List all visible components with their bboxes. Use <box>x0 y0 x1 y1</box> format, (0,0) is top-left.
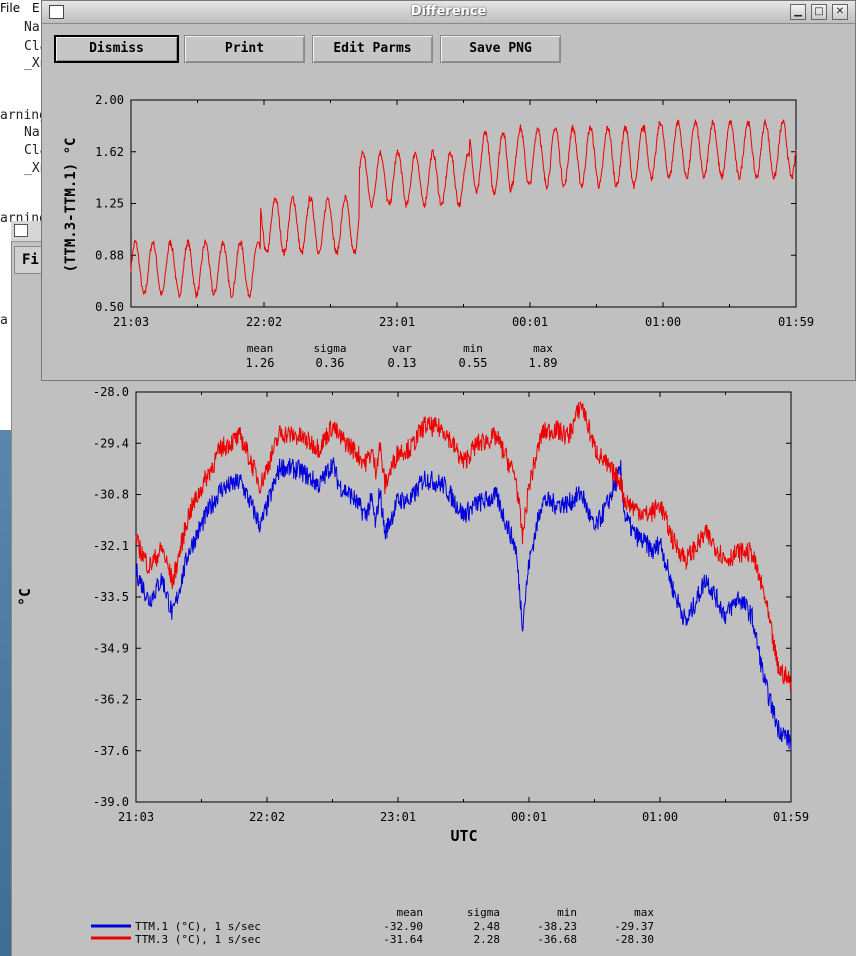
diff-stat-sigma: 0.36 <box>316 356 345 370</box>
y-tick-label: -33.5 <box>93 590 129 604</box>
terminal-line: arning <box>0 108 47 123</box>
minimize-icon[interactable]: ▁ <box>790 4 806 20</box>
stats-header-sigma: sigma <box>467 906 500 919</box>
save-png-button[interactable]: Save PNG <box>440 35 561 63</box>
x-tick-label: 21:03 <box>113 315 149 329</box>
y-tick-label: -36.2 <box>93 693 129 707</box>
difference-titlebar[interactable] <box>42 1 855 24</box>
diff-stat-header-min: min <box>463 342 483 355</box>
stats-header-min: min <box>557 906 577 919</box>
y-tick-label: -29.4 <box>93 436 129 450</box>
y-tick-label: -28.0 <box>93 385 129 399</box>
legend-min-ttm1: -38.23 <box>537 920 577 933</box>
legend-mean-ttm1: -32.90 <box>383 920 423 933</box>
difference-plot-frame <box>130 99 797 308</box>
terminal-menu-file[interactable]: File <box>0 1 21 15</box>
temperature-series <box>135 401 792 751</box>
temperature-series-line <box>135 457 792 751</box>
terminal-menu-edit[interactable]: E <box>32 1 40 15</box>
dismiss-button[interactable]: Dismiss <box>54 35 179 63</box>
y-tick-label: -32.1 <box>93 539 129 553</box>
diff-stat-header-var: var <box>392 342 412 355</box>
difference-axes: 21:03 22:02 23:01 00:01 01:00 01:59 2.00 1.62 1.… <box>95 93 814 329</box>
terminal-menubar: File E <box>0 0 52 18</box>
edit-parms-button[interactable]: Edit Parms <box>312 35 433 63</box>
x-tick-label: 01:00 <box>642 810 678 824</box>
x-tick-label: 00:01 <box>512 315 548 329</box>
diff-stat-mean: 1.26 <box>246 356 275 370</box>
y-tick-label: 0.50 <box>95 300 124 314</box>
y-axis-label: °C <box>16 588 34 606</box>
temperature-axes: 21:03 22:02 23:01 00:01 01:00 01:59 -28.0 -29.4… <box>93 385 809 824</box>
difference-y-axis-label: (TTM.3-TTM.1) °C <box>63 138 79 273</box>
difference-chart: 21:03 22:02 23:01 00:01 01:00 01:59 2.00 1.62 1.… <box>63 93 814 370</box>
x-tick-label: 22:02 <box>249 810 285 824</box>
x-axis-label: UTC <box>450 827 477 845</box>
diff-stat-min: 0.55 <box>459 356 488 370</box>
y-tick-label: 1.25 <box>95 197 124 211</box>
difference-series <box>130 118 797 299</box>
x-tick-label: 01:59 <box>778 315 814 329</box>
y-tick-label: -34.9 <box>93 641 129 655</box>
legend-sigma-ttm3: 2.28 <box>474 933 501 946</box>
terminal-line: a <box>0 313 8 328</box>
stats-header-mean: mean <box>397 906 424 919</box>
print-button[interactable]: Print <box>184 35 305 63</box>
x-tick-label: 23:01 <box>379 315 415 329</box>
diff-stat-header-mean: mean <box>247 342 274 355</box>
y-tick-label: -39.0 <box>93 795 129 809</box>
legend-mean-ttm3: -31.64 <box>383 933 423 946</box>
legend-label-ttm3: TTM.3 (°C), 1 s/sec <box>135 933 261 946</box>
y-tick-label: 2.00 <box>95 93 124 107</box>
legend-min-ttm3: -36.68 <box>537 933 577 946</box>
x-tick-label: 00:01 <box>511 810 547 824</box>
x-tick-label: 21:03 <box>118 810 154 824</box>
x-tick-label: 01:59 <box>773 810 809 824</box>
x-tick-label: 23:01 <box>380 810 416 824</box>
diff-stat-header-max: max <box>533 342 553 355</box>
legend-max-ttm3: -28.30 <box>614 933 654 946</box>
x-tick-label: 01:00 <box>645 315 681 329</box>
window-menu-icon[interactable] <box>14 224 28 237</box>
diff-stat-max: 1.89 <box>529 356 558 370</box>
legend-sigma-ttm1: 2.48 <box>474 920 501 933</box>
legend-label-ttm1: TTM.1 (°C), 1 s/sec <box>135 920 261 933</box>
difference-series-line <box>130 118 797 299</box>
y-tick-label: 0.88 <box>95 248 124 262</box>
diff-stat-var: 0.13 <box>388 356 417 370</box>
close-icon[interactable]: ✕ <box>832 4 848 20</box>
maximize-icon[interactable]: □ <box>811 4 827 20</box>
desktop-background <box>0 430 11 956</box>
stats-header-max: max <box>634 906 654 919</box>
temperature-series-line <box>135 401 792 693</box>
legend-max-ttm1: -29.37 <box>614 920 654 933</box>
x-tick-label: 22:02 <box>246 315 282 329</box>
diff-stat-header-sigma: sigma <box>313 342 346 355</box>
window-menu-icon[interactable] <box>49 5 64 19</box>
y-tick-label: -30.8 <box>93 488 129 502</box>
difference-window-title: Difference <box>410 4 487 19</box>
y-tick-label: 1.62 <box>95 145 124 159</box>
y-tick-label: -37.6 <box>93 744 129 758</box>
